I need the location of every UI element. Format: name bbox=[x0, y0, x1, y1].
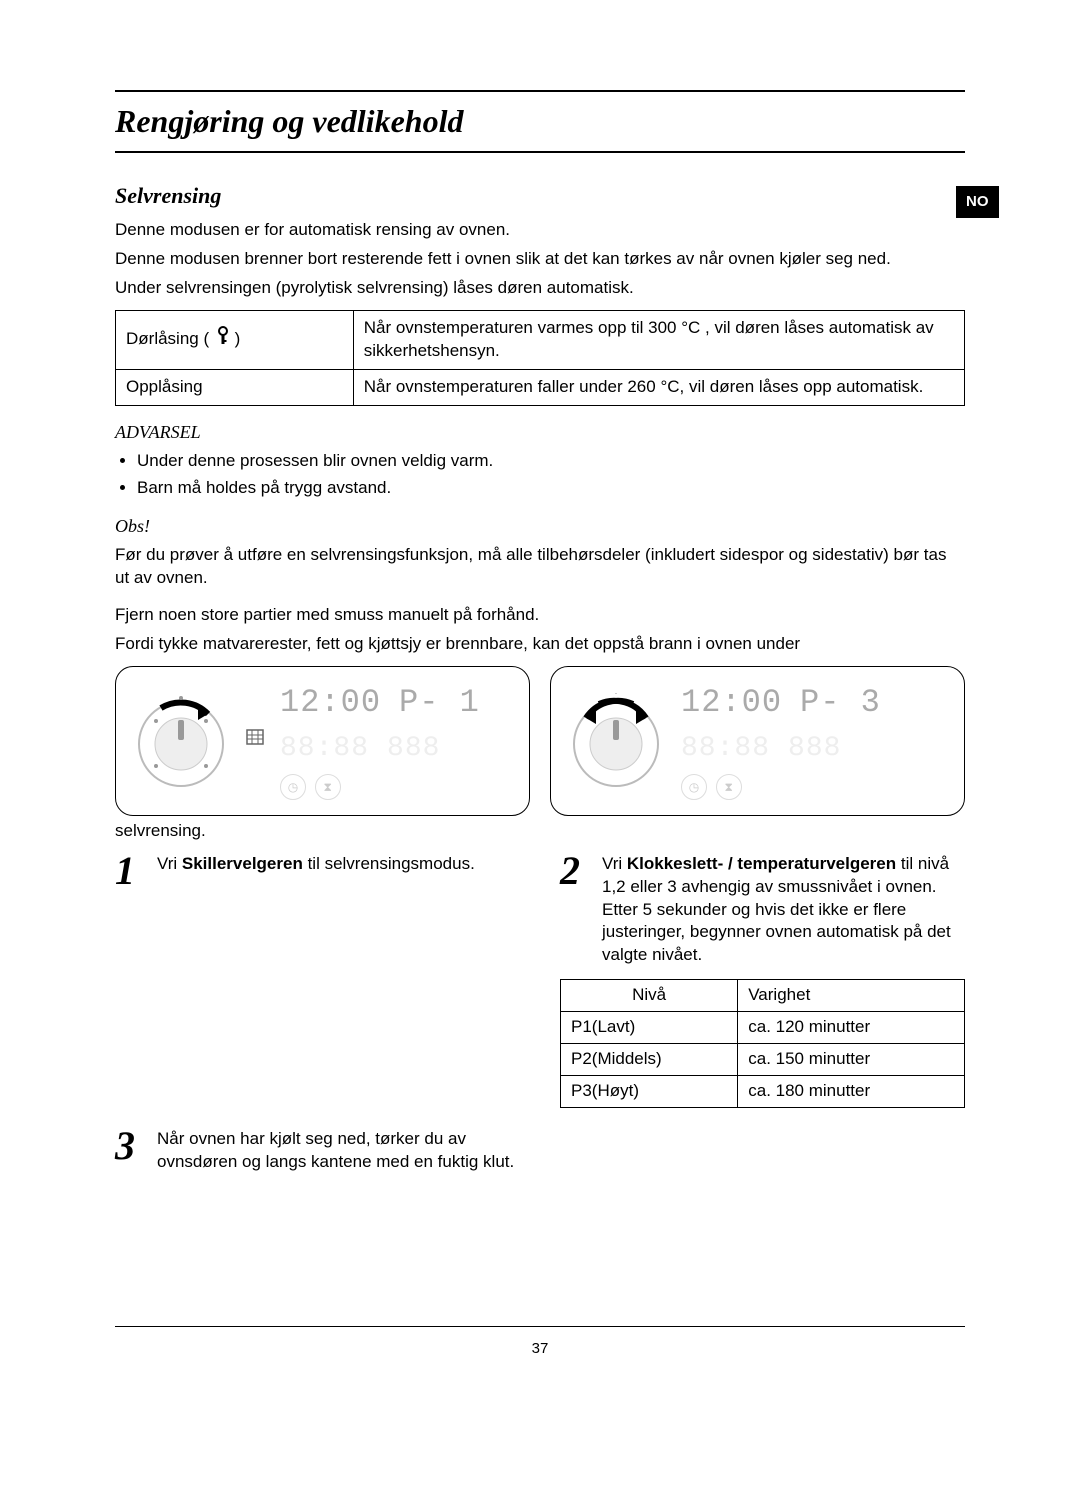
key-lock-icon bbox=[216, 326, 230, 353]
step-3: 3 Når ovnen har kjølt seg ned, tørker du… bbox=[115, 1128, 520, 1174]
display-ghost: 88:88 bbox=[681, 730, 770, 768]
warning-list: Under denne prosessen blir ovnen veldig … bbox=[137, 450, 965, 500]
display-ghost: 888 bbox=[788, 730, 841, 768]
lock-desc-cell: Når ovnstemperaturen varmes opp til 300 … bbox=[353, 310, 964, 369]
door-lock-table: Dørlåsing ( ) Når ovnstemperaturen varme… bbox=[115, 310, 965, 406]
page-footer: 37 bbox=[115, 1326, 965, 1359]
display-program: P- 3 bbox=[800, 681, 881, 724]
button-icon: ⧗ bbox=[716, 774, 742, 800]
panel-left: 12:00 P- 1 88:88 888 ◷ ⧗ bbox=[115, 666, 530, 816]
button-icon: ◷ bbox=[681, 774, 707, 800]
button-icon: ⧗ bbox=[315, 774, 341, 800]
step-number: 2 bbox=[560, 853, 592, 968]
level-header: Nivå bbox=[561, 980, 738, 1012]
intro-paragraph: Under selvrensingen (pyrolytisk selvrens… bbox=[115, 277, 965, 300]
duration-header: Varighet bbox=[738, 980, 965, 1012]
table-row: Opplåsing Når ovnstemperaturen faller un… bbox=[116, 369, 965, 405]
grid-icon bbox=[246, 729, 264, 752]
warning-heading: ADVARSEL bbox=[115, 420, 965, 444]
step-text: Når ovnen har kjølt seg ned, tørker du a… bbox=[157, 1128, 520, 1174]
obs-paragraph: Fjern noen store partier med smuss manue… bbox=[115, 604, 965, 627]
language-tab: NO bbox=[956, 186, 999, 218]
obs-paragraph: Før du prøver å utføre en selvrensingsfu… bbox=[115, 544, 965, 590]
display-ghost: 888 bbox=[387, 730, 440, 768]
table-row: P3(Høyt) ca. 180 minutter bbox=[561, 1076, 965, 1108]
step-number: 1 bbox=[115, 853, 147, 889]
control-panels: 12:00 P- 1 88:88 888 ◷ ⧗ · bbox=[115, 666, 965, 816]
warning-item: Barn må holdes på trygg avstand. bbox=[137, 477, 965, 500]
display-time: 12:00 bbox=[280, 681, 381, 724]
step-2: 2 Vri Klokkeslett- / temperaturvelgeren … bbox=[560, 853, 965, 968]
page-number: 37 bbox=[532, 1340, 549, 1357]
svg-text:·: · bbox=[615, 688, 618, 698]
step-1: 1 Vri Skillervelgeren til selvrensingsmo… bbox=[115, 853, 520, 889]
display-time: 12:00 bbox=[681, 681, 782, 724]
lock-label: Dørlåsing ( bbox=[126, 329, 209, 348]
display-program: P- 1 bbox=[399, 681, 480, 724]
section-heading: Selvrensing bbox=[115, 181, 965, 211]
step-text: Vri Klokkeslett- / temperaturvelgeren ti… bbox=[602, 853, 965, 968]
page-title: Rengjøring og vedlikehold bbox=[115, 90, 965, 153]
after-panels-text: selvrensing. bbox=[115, 820, 965, 843]
paren-close: ) bbox=[235, 329, 241, 348]
unlock-desc-cell: Når ovnstemperaturen faller under 260 °C… bbox=[353, 369, 964, 405]
table-header-row: Nivå Varighet bbox=[561, 980, 965, 1012]
knob-selector bbox=[126, 686, 236, 796]
intro-paragraph: Denne modusen brenner bort resterende fe… bbox=[115, 248, 965, 271]
obs-paragraph: Fordi tykke matvarerester, fett og kjøtt… bbox=[115, 633, 965, 656]
display-ghost: 88:88 bbox=[280, 730, 369, 768]
unlock-label-cell: Opplåsing bbox=[116, 369, 354, 405]
display-left: 12:00 P- 1 88:88 888 ◷ ⧗ bbox=[280, 681, 519, 800]
level-table: Nivå Varighet P1(Lavt) ca. 120 minutter … bbox=[560, 979, 965, 1108]
warning-item: Under denne prosessen blir ovnen veldig … bbox=[137, 450, 965, 473]
step-number: 3 bbox=[115, 1128, 147, 1174]
lock-label-cell: Dørlåsing ( ) bbox=[116, 310, 354, 369]
panel-right: · 12:00 P- 3 88:88 888 ◷ ⧗ bbox=[550, 666, 965, 816]
obs-heading: Obs! bbox=[115, 514, 965, 538]
knob-temperature: · bbox=[561, 686, 671, 796]
table-row: P2(Middels) ca. 150 minutter bbox=[561, 1044, 965, 1076]
button-icon: ◷ bbox=[280, 774, 306, 800]
display-right: 12:00 P- 3 88:88 888 ◷ ⧗ bbox=[681, 681, 954, 800]
step-text: Vri Skillervelgeren til selvrensingsmodu… bbox=[157, 853, 520, 889]
table-row: P1(Lavt) ca. 120 minutter bbox=[561, 1012, 965, 1044]
table-row: Dørlåsing ( ) Når ovnstemperaturen varme… bbox=[116, 310, 965, 369]
intro-paragraph: Denne modusen er for automatisk rensing … bbox=[115, 219, 965, 242]
